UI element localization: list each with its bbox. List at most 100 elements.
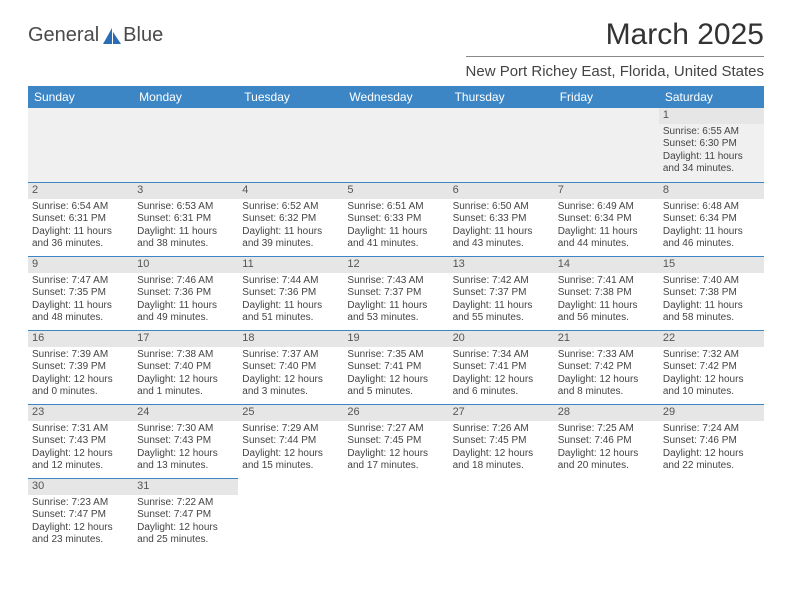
sunset-line: Sunset: 7:46 PM: [558, 435, 655, 448]
daylight-line-1: Daylight: 12 hours: [558, 448, 655, 461]
day-info: Sunrise: 7:41 AMSunset: 7:38 PMDaylight:…: [558, 275, 655, 325]
weekday-header: Friday: [554, 86, 659, 108]
sunset-line: Sunset: 7:43 PM: [137, 435, 234, 448]
sunset-line: Sunset: 6:30 PM: [663, 138, 760, 151]
day-cell: 3Sunrise: 6:53 AMSunset: 6:31 PMDaylight…: [133, 182, 238, 256]
day-cell: 30Sunrise: 7:23 AMSunset: 7:47 PMDayligh…: [28, 478, 133, 552]
daylight-line-1: Daylight: 11 hours: [663, 226, 760, 239]
weekday-header-row: SundayMondayTuesdayWednesdayThursdayFrid…: [28, 86, 764, 108]
day-cell: 31Sunrise: 7:22 AMSunset: 7:47 PMDayligh…: [133, 478, 238, 552]
sunset-line: Sunset: 7:47 PM: [32, 509, 129, 522]
day-cell: 15 Sunrise: 7:40 AMSunset: 7:38 PMDayligh…: [659, 256, 764, 330]
empty-cell: [238, 478, 343, 552]
sunrise-line: Sunrise: 7:34 AM: [453, 349, 550, 362]
day-cell: 25 Sunrise: 7:29 AMSunset: 7:44 PMDayligh…: [238, 404, 343, 478]
location: New Port Richey East, Florida, United St…: [466, 63, 764, 80]
daylight-line-1: Daylight: 11 hours: [32, 300, 129, 313]
day-cell: 4Sunrise: 6:52 AMSunset: 6:32 PMDaylight…: [238, 182, 343, 256]
weekday-header: Saturday: [659, 86, 764, 108]
sunset-line: Sunset: 6:33 PM: [347, 213, 444, 226]
sunset-line: Sunset: 6:32 PM: [242, 213, 339, 226]
daylight-line-2: and 41 minutes.: [347, 238, 444, 251]
day-cell: 28Sunrise: 7:25 AMSunset: 7:46 PMDayligh…: [554, 404, 659, 478]
day-info: Sunrise: 6:54 AMSunset: 6:31 PMDaylight:…: [32, 201, 129, 251]
day-cell: 7Sunrise: 6:49 AMSunset: 6:34 PMDaylight…: [554, 182, 659, 256]
daylight-line-2: and 15 minutes.: [242, 460, 339, 473]
day-number: 17: [133, 330, 238, 347]
sunrise-line: Sunrise: 6:51 AM: [347, 201, 444, 214]
day-info: Sunrise: 6:55 AMSunset: 6:30 PMDaylight:…: [663, 126, 760, 176]
daylight-line-2: and 13 minutes.: [137, 460, 234, 473]
day-info: Sunrise: 7:38 AMSunset: 7:40 PMDaylight:…: [137, 349, 234, 399]
daylight-line-2: and 1 minutes.: [137, 386, 234, 399]
sunrise-line: Sunrise: 7:33 AM: [558, 349, 655, 362]
sunset-line: Sunset: 7:43 PM: [32, 435, 129, 448]
sunset-line: Sunset: 7:42 PM: [558, 361, 655, 374]
daylight-line-1: Daylight: 12 hours: [453, 374, 550, 387]
sunset-line: Sunset: 7:42 PM: [663, 361, 760, 374]
sunset-line: Sunset: 6:31 PM: [137, 213, 234, 226]
day-info: Sunrise: 7:32 AMSunset: 7:42 PMDaylight:…: [663, 349, 760, 399]
daylight-line-2: and 23 minutes.: [32, 534, 129, 547]
day-number: 6: [449, 182, 554, 199]
day-number: 15: [659, 256, 764, 273]
daylight-line-1: Daylight: 12 hours: [137, 522, 234, 535]
title-rule: [466, 56, 764, 57]
day-number: 8: [659, 182, 764, 199]
day-cell: 23 Sunrise: 7:31 AMSunset: 7:43 PMDayligh…: [28, 404, 133, 478]
sunrise-line: Sunrise: 7:44 AM: [242, 275, 339, 288]
calendar-row: 30Sunrise: 7:23 AMSunset: 7:47 PMDayligh…: [28, 478, 764, 552]
sunset-line: Sunset: 7:46 PM: [663, 435, 760, 448]
sunset-line: Sunset: 6:31 PM: [32, 213, 129, 226]
calendar-table: SundayMondayTuesdayWednesdayThursdayFrid…: [28, 86, 764, 552]
daylight-line-2: and 25 minutes.: [137, 534, 234, 547]
sunrise-line: Sunrise: 7:23 AM: [32, 497, 129, 510]
day-cell: 8Sunrise: 6:48 AMSunset: 6:34 PMDaylight…: [659, 182, 764, 256]
sunset-line: Sunset: 7:35 PM: [32, 287, 129, 300]
sunset-line: Sunset: 7:40 PM: [242, 361, 339, 374]
day-cell: 13Sunrise: 7:42 AMSunset: 7:37 PMDayligh…: [449, 256, 554, 330]
sunrise-line: Sunrise: 7:29 AM: [242, 423, 339, 436]
sunrise-line: Sunrise: 6:50 AM: [453, 201, 550, 214]
sunset-line: Sunset: 7:40 PM: [137, 361, 234, 374]
daylight-line-2: and 39 minutes.: [242, 238, 339, 251]
day-info: Sunrise: 7:26 AMSunset: 7:45 PMDaylight:…: [453, 423, 550, 473]
day-info: Sunrise: 7:23 AMSunset: 7:47 PMDaylight:…: [32, 497, 129, 547]
daylight-line-2: and 0 minutes.: [32, 386, 129, 399]
daylight-line-1: Daylight: 11 hours: [347, 226, 444, 239]
weekday-header: Monday: [133, 86, 238, 108]
day-cell: 18Sunrise: 7:37 AMSunset: 7:40 PMDayligh…: [238, 330, 343, 404]
day-number: 13: [449, 256, 554, 273]
daylight-line-1: Daylight: 12 hours: [663, 374, 760, 387]
daylight-line-1: Daylight: 11 hours: [663, 151, 760, 164]
sunrise-line: Sunrise: 7:22 AM: [137, 497, 234, 510]
weekday-header: Thursday: [449, 86, 554, 108]
daylight-line-2: and 44 minutes.: [558, 238, 655, 251]
sunset-line: Sunset: 7:41 PM: [453, 361, 550, 374]
daylight-line-2: and 10 minutes.: [663, 386, 760, 399]
daylight-line-2: and 58 minutes.: [663, 312, 760, 325]
day-number: 25: [238, 404, 343, 421]
sunrise-line: Sunrise: 6:54 AM: [32, 201, 129, 214]
sunset-line: Sunset: 7:36 PM: [137, 287, 234, 300]
empty-cell: [554, 478, 659, 552]
day-number: 22: [659, 330, 764, 347]
sunset-line: Sunset: 7:37 PM: [453, 287, 550, 300]
day-cell: 9Sunrise: 7:47 AMSunset: 7:35 PMDaylight…: [28, 256, 133, 330]
daylight-line-1: Daylight: 12 hours: [242, 448, 339, 461]
day-info: Sunrise: 7:40 AMSunset: 7:38 PMDaylight:…: [663, 275, 760, 325]
daylight-line-1: Daylight: 11 hours: [137, 300, 234, 313]
daylight-line-2: and 5 minutes.: [347, 386, 444, 399]
calendar-row: 9Sunrise: 7:47 AMSunset: 7:35 PMDaylight…: [28, 256, 764, 330]
day-number: 29: [659, 404, 764, 421]
header: General Blue March 2025 New Port Richey …: [28, 18, 764, 80]
daylight-line-1: Daylight: 11 hours: [242, 300, 339, 313]
day-number: 16: [28, 330, 133, 347]
day-cell: 27Sunrise: 7:26 AMSunset: 7:45 PMDayligh…: [449, 404, 554, 478]
day-number: 23: [28, 404, 133, 421]
day-info: Sunrise: 7:31 AMSunset: 7:43 PMDaylight:…: [32, 423, 129, 473]
daylight-line-2: and 18 minutes.: [453, 460, 550, 473]
day-info: Sunrise: 7:44 AMSunset: 7:36 PMDaylight:…: [242, 275, 339, 325]
day-number: 11: [238, 256, 343, 273]
sunset-line: Sunset: 7:44 PM: [242, 435, 339, 448]
